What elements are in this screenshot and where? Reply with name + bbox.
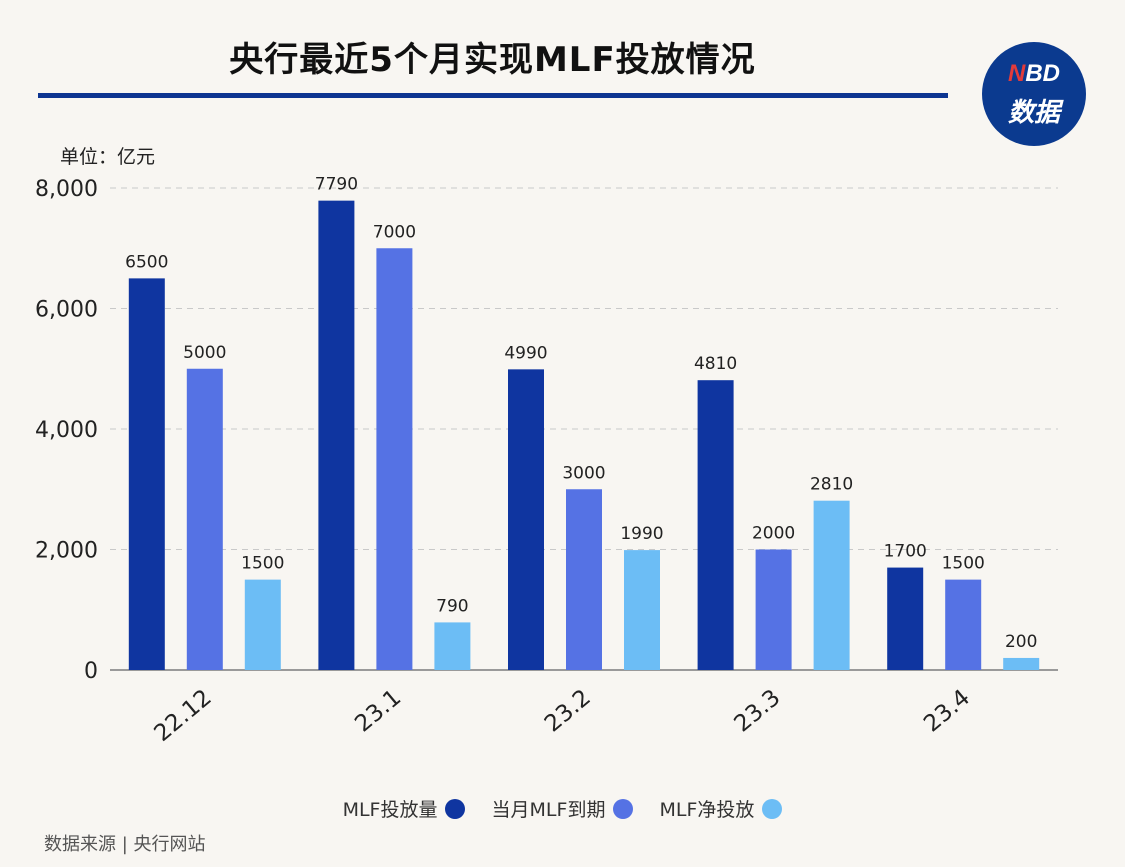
- y-tick-label: 8,000: [35, 177, 98, 202]
- bar-chart: 0 2,000 4,000 6,000 8,000 6500 5000 1500 22.12 77…: [35, 175, 1058, 747]
- bar: [244, 579, 281, 670]
- bar: [186, 368, 223, 670]
- data-label: 3000: [562, 463, 605, 483]
- chart-title: 央行最近5个月实现MLF投放情况: [229, 40, 756, 80]
- bar: [434, 622, 471, 670]
- nbd-logo: NBD 数据: [982, 42, 1086, 146]
- data-label: 4810: [694, 354, 737, 374]
- legend-item-net: MLF净投放: [660, 795, 783, 822]
- data-label: 790: [436, 596, 468, 616]
- x-tick-label: 23.3: [730, 685, 786, 738]
- legend-item-issuance: MLF投放量: [343, 795, 466, 822]
- bar: [624, 550, 660, 670]
- bar: [945, 579, 982, 670]
- source-note: 数据来源 | 央行网站: [44, 834, 206, 855]
- data-label: 1700: [884, 542, 927, 562]
- unit-label: 单位：亿元: [60, 146, 156, 168]
- bar: [566, 489, 602, 670]
- data-label: 4990: [504, 343, 547, 363]
- title-rule: [38, 93, 948, 98]
- legend-dot-icon: [613, 799, 634, 819]
- bar: [128, 278, 165, 670]
- legend: MLF投放量 当月MLF到期 MLF净投放: [0, 795, 1125, 822]
- bar: [755, 549, 792, 670]
- legend-dot-icon: [762, 799, 783, 819]
- data-label: 2000: [752, 524, 795, 544]
- data-label: 6500: [125, 252, 168, 272]
- data-label: 5000: [183, 343, 226, 363]
- y-tick-label: 4,000: [35, 418, 98, 443]
- y-tick-label: 6,000: [35, 298, 98, 323]
- data-label: 1500: [241, 554, 284, 574]
- x-tick-label: 23.2: [540, 685, 596, 738]
- data-label: 1990: [620, 524, 663, 544]
- bar: [813, 500, 850, 670]
- bar: [697, 380, 734, 670]
- bar: [887, 567, 924, 670]
- bar: [318, 200, 355, 670]
- data-label: 7000: [373, 222, 416, 242]
- y-tick-label: 0: [84, 659, 98, 684]
- data-label: 7790: [315, 175, 358, 195]
- data-label: 1500: [942, 554, 985, 574]
- data-label: 200: [1005, 632, 1037, 652]
- bar: [376, 248, 413, 670]
- legend-item-maturity: 当月MLF到期: [492, 795, 634, 822]
- data-label: 2810: [810, 475, 853, 495]
- x-tick-label: 23.1: [350, 685, 406, 738]
- x-tick-label: 23.4: [919, 685, 975, 738]
- y-tick-label: 2,000: [35, 539, 98, 564]
- bar: [508, 369, 544, 670]
- legend-dot-icon: [445, 799, 466, 819]
- bar: [1003, 657, 1040, 670]
- x-tick-label: 22.12: [149, 685, 216, 747]
